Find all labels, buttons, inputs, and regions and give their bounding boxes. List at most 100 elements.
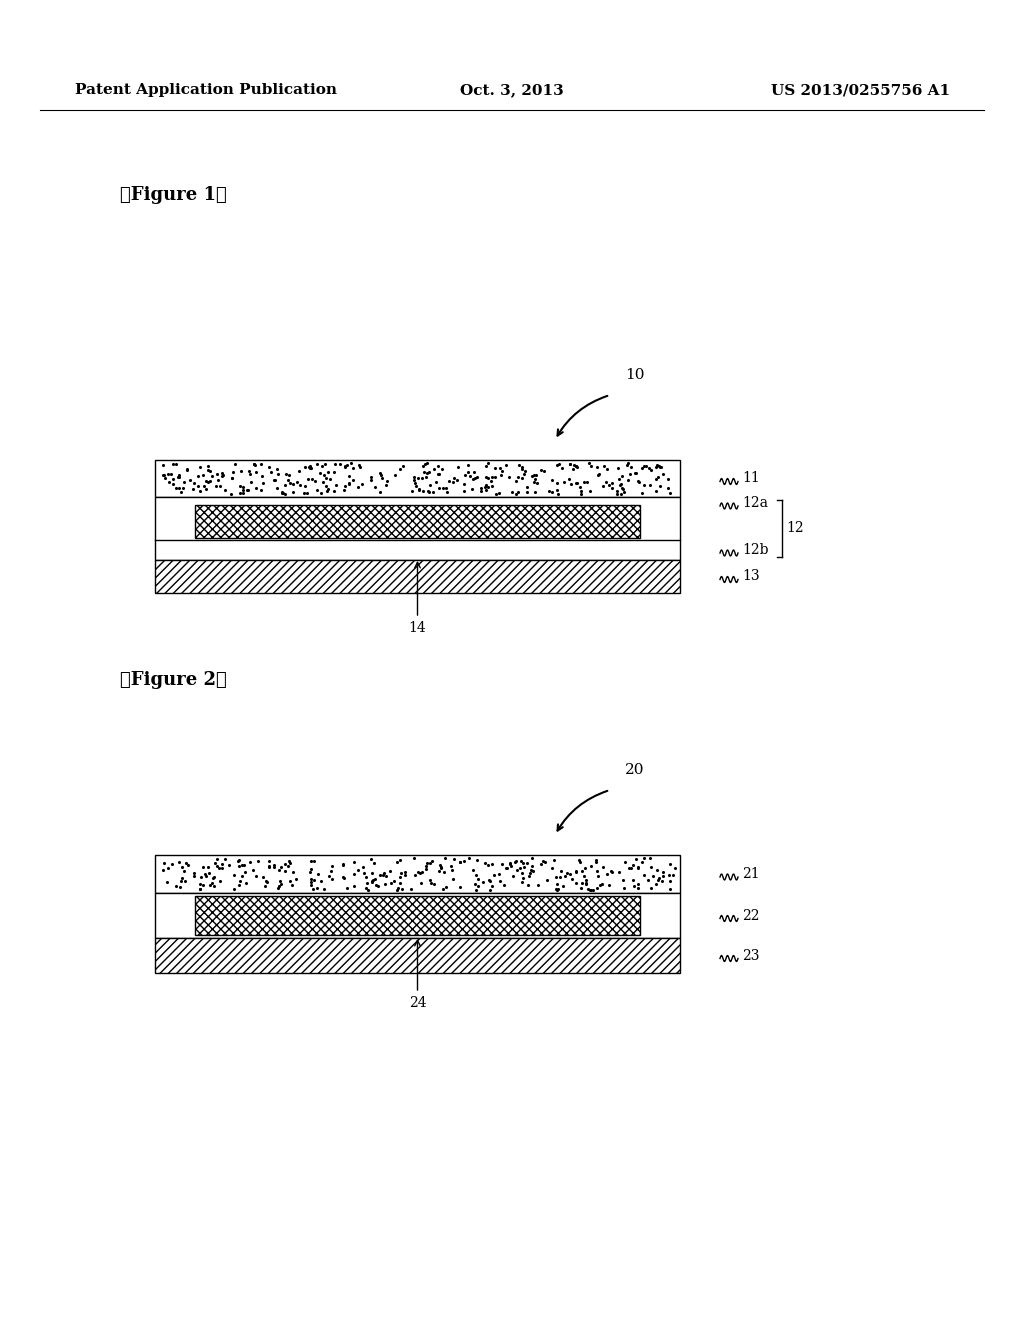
Point (202, 471, 218, 492)
Point (271, 871, 288, 892)
Point (378, 475, 394, 496)
Point (209, 463, 225, 484)
Point (523, 855, 540, 876)
Point (212, 475, 228, 496)
Point (615, 878, 632, 899)
Point (478, 466, 495, 487)
Point (552, 867, 568, 888)
Point (444, 471, 461, 492)
Point (486, 466, 503, 487)
Point (575, 866, 592, 887)
Point (415, 862, 431, 883)
Point (630, 858, 646, 879)
Point (222, 483, 239, 504)
Point (346, 863, 362, 884)
Point (631, 471, 647, 492)
Point (220, 855, 237, 876)
Point (544, 470, 560, 491)
Point (611, 474, 628, 495)
Point (572, 878, 589, 899)
Point (502, 853, 518, 874)
Point (335, 854, 351, 875)
Point (177, 870, 194, 891)
Point (537, 851, 553, 873)
Point (281, 465, 297, 486)
Point (416, 461, 432, 482)
Point (550, 878, 566, 899)
Point (437, 478, 454, 499)
Point (525, 471, 542, 492)
Point (551, 453, 567, 474)
Point (337, 475, 353, 496)
Point (250, 850, 266, 871)
Point (425, 459, 441, 480)
Point (159, 871, 175, 892)
Point (667, 858, 683, 879)
Point (598, 471, 614, 492)
Point (217, 849, 233, 870)
Point (242, 851, 258, 873)
Point (513, 458, 529, 479)
Point (196, 475, 212, 496)
Point (634, 457, 650, 478)
Point (302, 861, 318, 882)
Point (301, 457, 317, 478)
Point (324, 869, 340, 890)
Point (484, 853, 501, 874)
Point (636, 455, 652, 477)
Point (636, 474, 652, 495)
Point (173, 482, 189, 503)
Point (568, 873, 585, 894)
Point (510, 482, 526, 503)
Point (582, 480, 598, 502)
Point (391, 873, 408, 894)
Point (641, 475, 657, 496)
Point (337, 457, 353, 478)
Point (610, 861, 627, 882)
Text: US 2013/0255756 A1: US 2013/0255756 A1 (771, 83, 950, 96)
Text: 23: 23 (742, 949, 760, 962)
Point (412, 862, 428, 883)
Point (610, 458, 627, 479)
Point (246, 454, 262, 475)
Point (392, 866, 409, 887)
Point (470, 869, 486, 890)
Point (434, 478, 451, 499)
Point (640, 458, 656, 479)
Point (484, 475, 501, 496)
Point (255, 473, 271, 494)
Point (296, 457, 312, 478)
Point (178, 459, 195, 480)
Point (180, 854, 197, 875)
Point (419, 453, 435, 474)
Point (389, 879, 406, 900)
Point (156, 859, 172, 880)
Point (332, 453, 348, 474)
Point (234, 866, 251, 887)
Point (625, 854, 641, 875)
Point (595, 857, 611, 878)
Point (651, 477, 668, 498)
Text: 11: 11 (742, 471, 760, 486)
Point (484, 467, 501, 488)
Point (511, 455, 527, 477)
Point (223, 467, 240, 488)
Point (435, 878, 452, 899)
Point (243, 471, 259, 492)
Point (579, 874, 595, 895)
Text: 12a: 12a (742, 496, 768, 510)
Point (273, 857, 290, 878)
Point (482, 879, 499, 900)
Bar (155, 855, 680, 894)
Point (232, 461, 249, 482)
Point (424, 850, 440, 871)
Point (239, 873, 255, 894)
Point (165, 474, 181, 495)
Point (186, 863, 203, 884)
Point (161, 471, 177, 492)
Point (354, 474, 371, 495)
Point (276, 475, 293, 496)
Point (239, 479, 255, 500)
Bar (155, 498, 680, 560)
Point (541, 480, 557, 502)
